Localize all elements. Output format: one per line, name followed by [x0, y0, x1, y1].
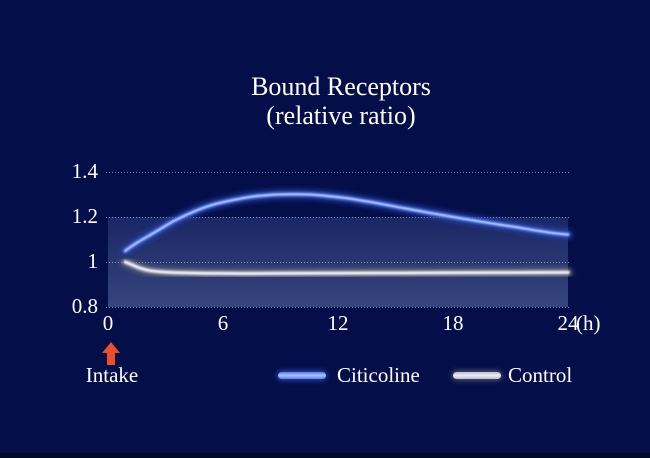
- gridline-1.2: [106, 217, 569, 218]
- chart-title: Bound Receptors (relative ratio): [75, 72, 607, 130]
- x-tick-label-6: 6: [217, 311, 229, 335]
- legend-control-line-swatch: [453, 372, 501, 379]
- y-tick-label-1: 1: [87, 249, 99, 273]
- x-tick-label-24: 24: [557, 311, 579, 335]
- bottom-edge-shadow: [0, 453, 650, 458]
- chart-title-line1: Bound Receptors: [251, 72, 431, 101]
- legend-control-label: Control: [508, 363, 573, 387]
- x-tick-label-18: 18: [442, 311, 464, 335]
- intake-up-arrow-icon: [102, 342, 120, 353]
- chart-title-line2: (relative ratio): [266, 101, 416, 130]
- gridline-0.8: [106, 307, 569, 308]
- x-tick-label-12: 12: [327, 311, 349, 335]
- x-tick-label-0: 0: [102, 311, 114, 335]
- legend-citicoline-line-swatch: [278, 372, 326, 379]
- intake-label: Intake: [85, 363, 139, 387]
- intake-up-arrow-stem: [107, 352, 115, 365]
- x-axis-unit-label: (h): [576, 311, 601, 335]
- y-tick-label-0.8: 0.8: [71, 294, 98, 318]
- y-tick-label-1.2: 1.2: [71, 204, 98, 228]
- gridline-1: [106, 262, 569, 263]
- legend-citicoline-label: Citicoline: [337, 363, 420, 387]
- gridline-1.4: [106, 172, 569, 173]
- y-tick-label-1.4: 1.4: [71, 159, 98, 183]
